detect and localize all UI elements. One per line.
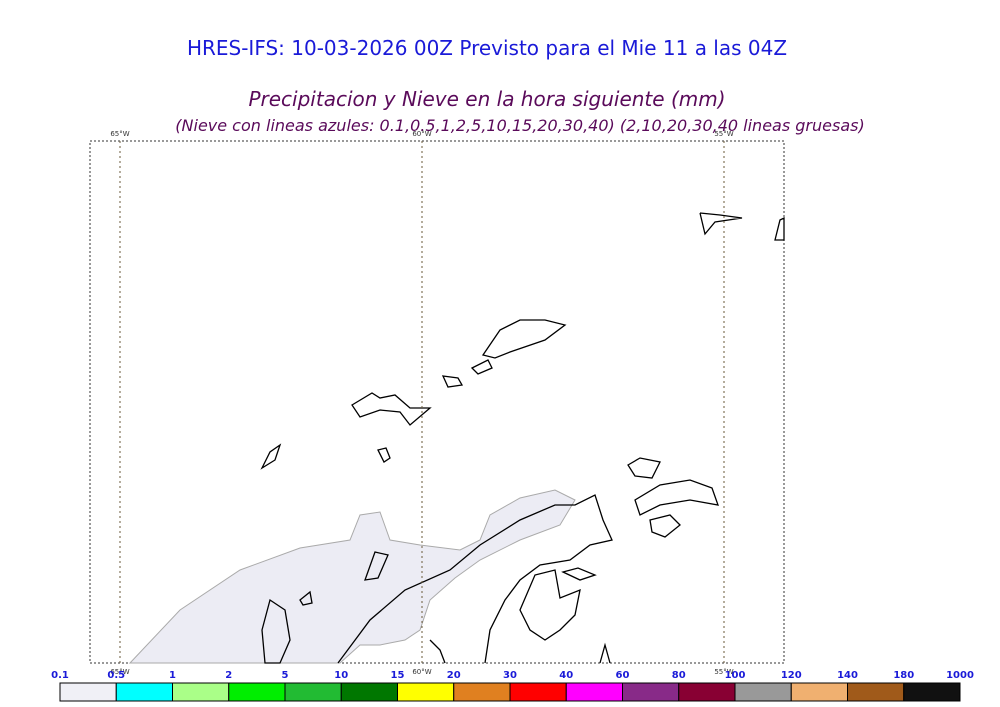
colorbar-label: 1	[169, 670, 176, 681]
colorbar-label: 80	[672, 670, 686, 681]
colorbar-label: 100	[725, 670, 746, 681]
meridian-label: 60°W	[412, 668, 431, 676]
colorbar-label: 180	[893, 670, 914, 681]
colorbar-swatch	[734, 682, 792, 702]
colorbar-swatch	[622, 682, 680, 702]
meridian-label: 55°W	[714, 130, 733, 138]
colorbar-label: 30	[503, 670, 517, 681]
colorbar-label: 60	[616, 670, 630, 681]
colorbar-swatch	[903, 682, 961, 702]
colorbar-swatch	[565, 682, 623, 702]
precip-area	[128, 489, 576, 664]
colorbar-label: 120	[781, 670, 802, 681]
colorbar-swatch	[847, 682, 905, 702]
colorbar-label: 2	[225, 670, 232, 681]
colorbar-label: 0.1	[51, 670, 69, 681]
colorbar-swatch	[397, 682, 455, 702]
colorbar-swatch	[340, 682, 398, 702]
colorbar-swatch	[59, 682, 117, 702]
map-title: Precipitacion y Nieve en la hora siguien…	[248, 87, 725, 111]
colorbar-label: 5	[282, 670, 289, 681]
meridian-label: 65°W	[110, 130, 129, 138]
colorbar-swatch	[509, 682, 567, 702]
colorbar-label: 40	[559, 670, 573, 681]
colorbar-swatch	[172, 682, 230, 702]
map	[89, 140, 785, 664]
colorbar-swatch	[453, 682, 511, 702]
colorbar-label: 0.5	[107, 670, 125, 681]
colorbar-swatch	[678, 682, 736, 702]
map-subtitle: (Nieve con lineas azules: 0.1,0.5,1,2,5,…	[175, 116, 864, 135]
colorbar-label: 10	[334, 670, 348, 681]
colorbar-label: 140	[837, 670, 858, 681]
meridian-label: 55°W	[714, 668, 733, 676]
colorbar-label: 20	[447, 670, 461, 681]
header-title: HRES-IFS: 10-03-2026 00Z Previsto para e…	[187, 36, 787, 60]
colorbar-label: 1000	[946, 670, 974, 681]
colorbar-swatch	[228, 682, 286, 702]
colorbar-swatch	[115, 682, 173, 702]
colorbar-label: 15	[391, 670, 405, 681]
colorbar-swatch	[790, 682, 848, 702]
meridian-label: 60°W	[412, 130, 431, 138]
meridian-label: 65°W	[110, 668, 129, 676]
colorbar-swatch	[284, 682, 342, 702]
